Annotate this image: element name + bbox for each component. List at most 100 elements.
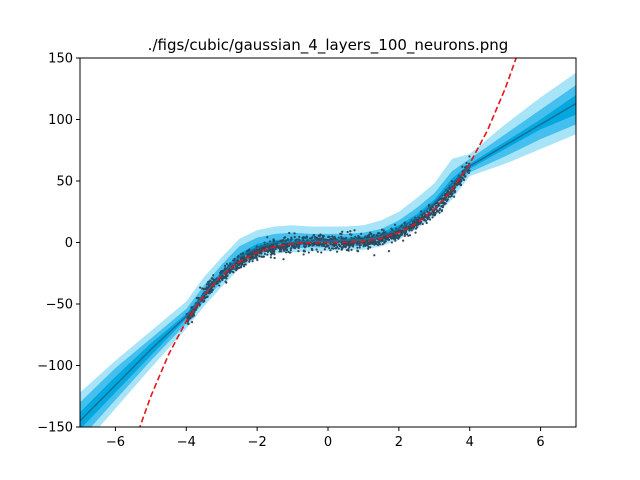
data-point: [382, 229, 385, 232]
data-point: [407, 234, 410, 237]
data-point: [310, 237, 313, 240]
data-point: [328, 247, 331, 250]
data-point: [387, 238, 391, 241]
data-point: [451, 185, 454, 188]
data-point: [203, 299, 206, 303]
data-point: [199, 286, 202, 289]
data-point: [340, 242, 344, 245]
data-point: [453, 195, 456, 198]
data-point: [192, 312, 195, 315]
data-point: [447, 195, 450, 198]
data-point: [273, 249, 276, 253]
data-point: [458, 183, 461, 186]
data-point: [351, 244, 355, 247]
data-point: [394, 237, 397, 240]
data-point: [256, 258, 259, 262]
data-point: [331, 235, 334, 238]
data-point: [280, 239, 283, 242]
data-point: [357, 242, 361, 245]
data-point: [335, 250, 339, 253]
plot-area: [80, 58, 576, 427]
data-point: [193, 310, 196, 314]
data-point: [391, 233, 395, 236]
data-point: [243, 263, 246, 266]
data-point: [369, 246, 372, 249]
data-point: [291, 245, 294, 248]
data-point: [266, 253, 269, 256]
data-point: [311, 247, 314, 251]
data-point: [397, 235, 400, 238]
y-axis: −150 −100 −50 0 50 100 150: [37, 52, 80, 436]
data-point: [375, 241, 378, 244]
data-point: [380, 240, 383, 243]
data-point: [367, 242, 370, 245]
data-point: [318, 235, 321, 238]
data-point: [459, 176, 462, 179]
data-point: [293, 232, 296, 235]
data-point: [419, 210, 423, 213]
data-point: [350, 236, 353, 239]
data-point: [333, 243, 337, 246]
data-point: [244, 263, 247, 266]
data-point: [218, 284, 221, 287]
data-point: [279, 248, 282, 251]
data-point: [251, 260, 254, 263]
data-point: [348, 241, 351, 244]
data-point: [209, 283, 212, 286]
data-point: [400, 232, 403, 235]
data-point: [225, 281, 228, 284]
data-point: [282, 258, 285, 261]
data-point: [370, 232, 373, 235]
data-point: [266, 236, 269, 239]
data-point: [400, 229, 403, 232]
data-point: [410, 229, 413, 232]
data-point: [250, 255, 253, 258]
data-point: [288, 231, 291, 235]
data-point: [368, 233, 371, 236]
data-point: [312, 233, 316, 237]
data-point: [345, 248, 348, 252]
data-point: [403, 221, 406, 224]
data-point: [285, 246, 289, 249]
data-point: [337, 236, 340, 239]
data-point: [426, 210, 429, 213]
data-point: [364, 243, 367, 246]
data-point: [346, 230, 349, 234]
data-point: [399, 234, 402, 237]
data-point: [331, 243, 334, 247]
data-point: [289, 249, 292, 252]
data-point: [437, 204, 440, 207]
data-point: [337, 247, 340, 250]
data-point: [258, 247, 261, 250]
data-point: [402, 239, 405, 242]
data-point: [316, 250, 319, 253]
data-point: [229, 269, 232, 272]
data-point: [403, 233, 407, 236]
data-point: [357, 250, 360, 253]
data-point: [284, 251, 288, 254]
data-point: [455, 183, 458, 186]
data-point: [406, 233, 409, 236]
data-point: [289, 247, 293, 250]
data-point: [240, 261, 244, 264]
band-3-sigma: [80, 72, 576, 427]
x-tick-label: −6: [106, 435, 125, 450]
data-point: [189, 316, 192, 319]
uncertainty-bands: [80, 72, 576, 427]
data-point: [362, 244, 366, 247]
data-point: [311, 244, 314, 247]
data-point: [239, 262, 242, 266]
data-point: [462, 178, 466, 182]
data-point: [316, 237, 319, 240]
data-point: [403, 234, 406, 237]
data-point: [272, 238, 275, 241]
data-point: [367, 247, 370, 250]
data-point: [293, 235, 296, 239]
data-point: [420, 220, 423, 224]
data-point: [196, 296, 199, 300]
data-point: [467, 171, 471, 175]
data-point: [454, 190, 457, 193]
data-point: [278, 250, 281, 253]
data-point: [227, 264, 230, 267]
